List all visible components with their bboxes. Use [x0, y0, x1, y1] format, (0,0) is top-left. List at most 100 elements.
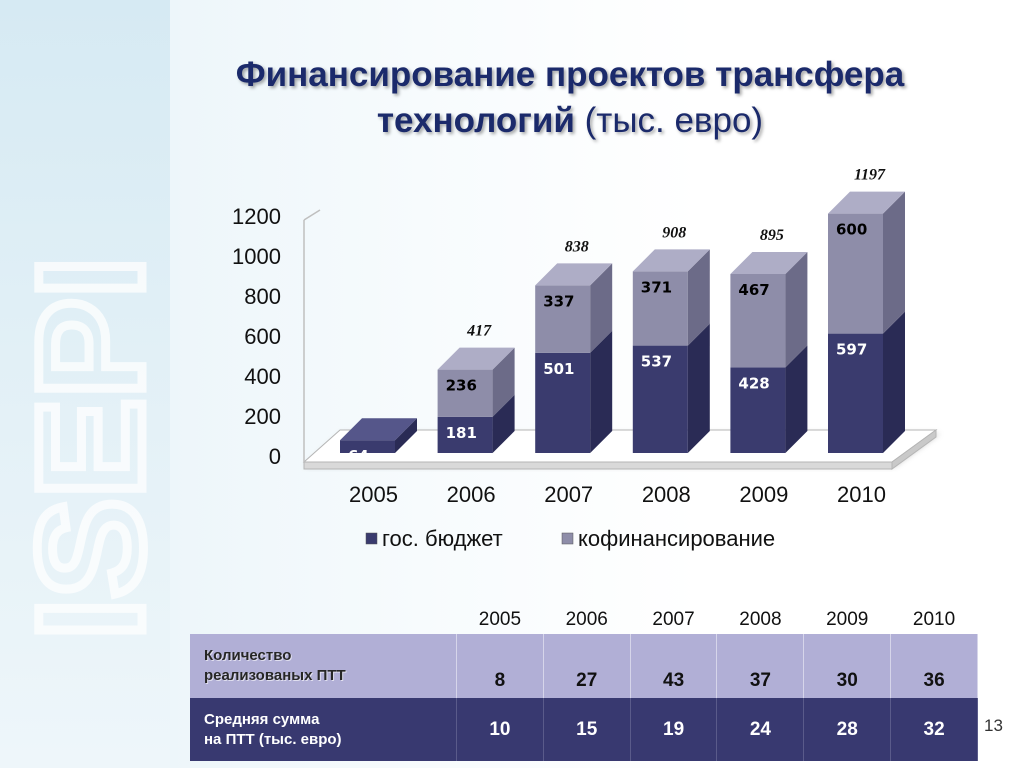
bar-segment-budget — [828, 333, 883, 453]
bar-value-label: 64 — [348, 447, 369, 465]
row-header: Количество реализованых ПТТ — [190, 634, 457, 698]
legend-swatch-cofinancing — [561, 532, 574, 545]
row-header-line: Средняя сумма — [204, 710, 320, 728]
row-header-line: на ПТТ (тыс. евро) — [204, 730, 342, 748]
bar-segment-cofinancing — [535, 285, 591, 353]
funding-chart: 0 200 400 600 800 1000 1200 64 181 236 417 501 337 8… — [232, 167, 938, 551]
table-cell: 8 — [456, 634, 544, 698]
table-row: Средняя сумма на ПТТ (тыс. евро) 10 15 1… — [190, 698, 978, 761]
bar-segment-cofinancing — [730, 274, 786, 368]
x-tick-label: 2006 — [447, 482, 496, 507]
bar-value-label: 501 — [543, 360, 574, 378]
watermark-text: ISEPI — [6, 257, 170, 641]
bar-top-face — [340, 418, 417, 441]
x-tick-label: 2005 — [349, 482, 398, 507]
floor-edge — [303, 461, 893, 470]
slide-title: Финансирование проектов трансфера технол… — [170, 52, 970, 144]
bar-area: 64 181 236 417 501 337 838 537 371 908 428 467 895 59… — [340, 167, 905, 465]
left-decor-band — [0, 0, 170, 768]
bar-total-label: 838 — [565, 238, 589, 255]
bar-value-label: 337 — [543, 292, 574, 310]
title-main: Финансирование проектов трансфера технол… — [235, 55, 905, 140]
stats-col-year: 2005 — [478, 609, 522, 630]
table-cell: 37 — [716, 634, 805, 698]
row-header-line: реализованых ПТТ — [204, 667, 346, 684]
stats-col-year: 2010 — [912, 609, 956, 630]
y-tick-label: 800 — [244, 284, 281, 309]
bar-segment-side — [883, 311, 905, 453]
bar-segment-budget — [730, 367, 786, 453]
bar-value-label: 181 — [446, 424, 477, 442]
stats-header-row: 2005 2006 2007 2008 2009 2010 — [190, 606, 978, 634]
table-cell: 43 — [630, 634, 718, 698]
stats-table: 2005 2006 2007 2008 2009 2010 Количество… — [190, 606, 978, 761]
bar-segment-budget — [632, 345, 688, 453]
row-header-line: Количество — [204, 647, 292, 664]
bar-value-label: 371 — [641, 278, 672, 296]
bar-total-label: 908 — [662, 224, 686, 241]
bar-segment-side — [492, 347, 515, 417]
table-cell: 36 — [890, 634, 978, 698]
title-unit: (тыс. евро) — [584, 101, 764, 140]
y-tick-label: 0 — [269, 444, 281, 469]
bar-top-face — [437, 347, 515, 370]
bar-value-label: 537 — [641, 353, 672, 371]
legend-swatch-budget — [365, 532, 378, 545]
bar-value-label: 467 — [738, 281, 769, 299]
bar-total-label: 1197 — [854, 167, 886, 184]
bar-segment-side — [687, 323, 710, 453]
stats-col-year: 2008 — [739, 609, 782, 630]
table-cell: 32 — [890, 698, 978, 761]
bar-segment-cofinancing — [828, 213, 883, 334]
stats-col-year: 2009 — [826, 609, 869, 630]
bar-segment-cofinancing — [437, 369, 493, 417]
isepi-logo-watermark: ISEPI — [2, 252, 171, 645]
bar-segment-cofinancing — [632, 271, 688, 346]
table-cell: 19 — [630, 698, 718, 761]
stats-col-year: 2007 — [652, 609, 695, 630]
x-tick-label: 2009 — [739, 482, 788, 507]
y-tick-label: 200 — [244, 404, 281, 429]
bar-top-face — [535, 263, 613, 286]
y-tick-label: 400 — [244, 364, 281, 389]
bar-segment-budget — [340, 440, 395, 453]
y-axis: 0 200 400 600 800 1000 1200 — [232, 204, 281, 469]
table-cell: 27 — [543, 634, 631, 698]
stats-corner — [190, 606, 457, 634]
table-cell: 10 — [456, 698, 544, 761]
bar-value-label: 597 — [836, 341, 867, 359]
page-number: 13 — [984, 716, 1003, 735]
bar-segment-side — [590, 263, 613, 353]
legend-label: кофинансирование — [578, 526, 775, 551]
table-cell: 15 — [543, 698, 631, 761]
bar-top-face — [632, 249, 710, 272]
table-row: Количество реализованых ПТТ 8 27 43 37 3… — [190, 634, 978, 698]
bar-total-label: 895 — [760, 227, 784, 244]
bar-segment-side — [492, 394, 515, 453]
floor-side — [891, 429, 937, 470]
bar-segment-side — [590, 330, 613, 453]
bar-segment-side — [785, 345, 808, 453]
row-header: Средняя сумма на ПТТ (тыс. евро) — [190, 698, 457, 761]
table-cell: 24 — [716, 698, 805, 761]
bar-segment-side — [883, 191, 905, 334]
back-wall-top — [303, 209, 321, 221]
legend-label: гос. бюджет — [382, 526, 503, 551]
bar-segment-budget — [437, 416, 493, 453]
x-tick-label: 2010 — [837, 482, 886, 507]
bar-top-face — [828, 191, 905, 214]
bar-segment-budget — [535, 352, 591, 453]
x-tick-label: 2008 — [642, 482, 691, 507]
table-cell: 28 — [803, 698, 892, 761]
y-tick-label: 600 — [244, 324, 281, 349]
x-axis: 2005 2006 2007 2008 2009 2010 — [349, 482, 886, 507]
bar-value-label: 428 — [738, 374, 769, 392]
y-tick-label: 1200 — [232, 204, 281, 229]
x-tick-label: 2007 — [544, 482, 593, 507]
table-cell: 30 — [803, 634, 892, 698]
bar-value-label: 600 — [836, 221, 867, 239]
bar-segment-side — [687, 249, 710, 346]
bar-value-label: 236 — [446, 377, 477, 395]
bar-total-label: 417 — [466, 323, 492, 340]
bar-segment-side — [785, 252, 808, 368]
